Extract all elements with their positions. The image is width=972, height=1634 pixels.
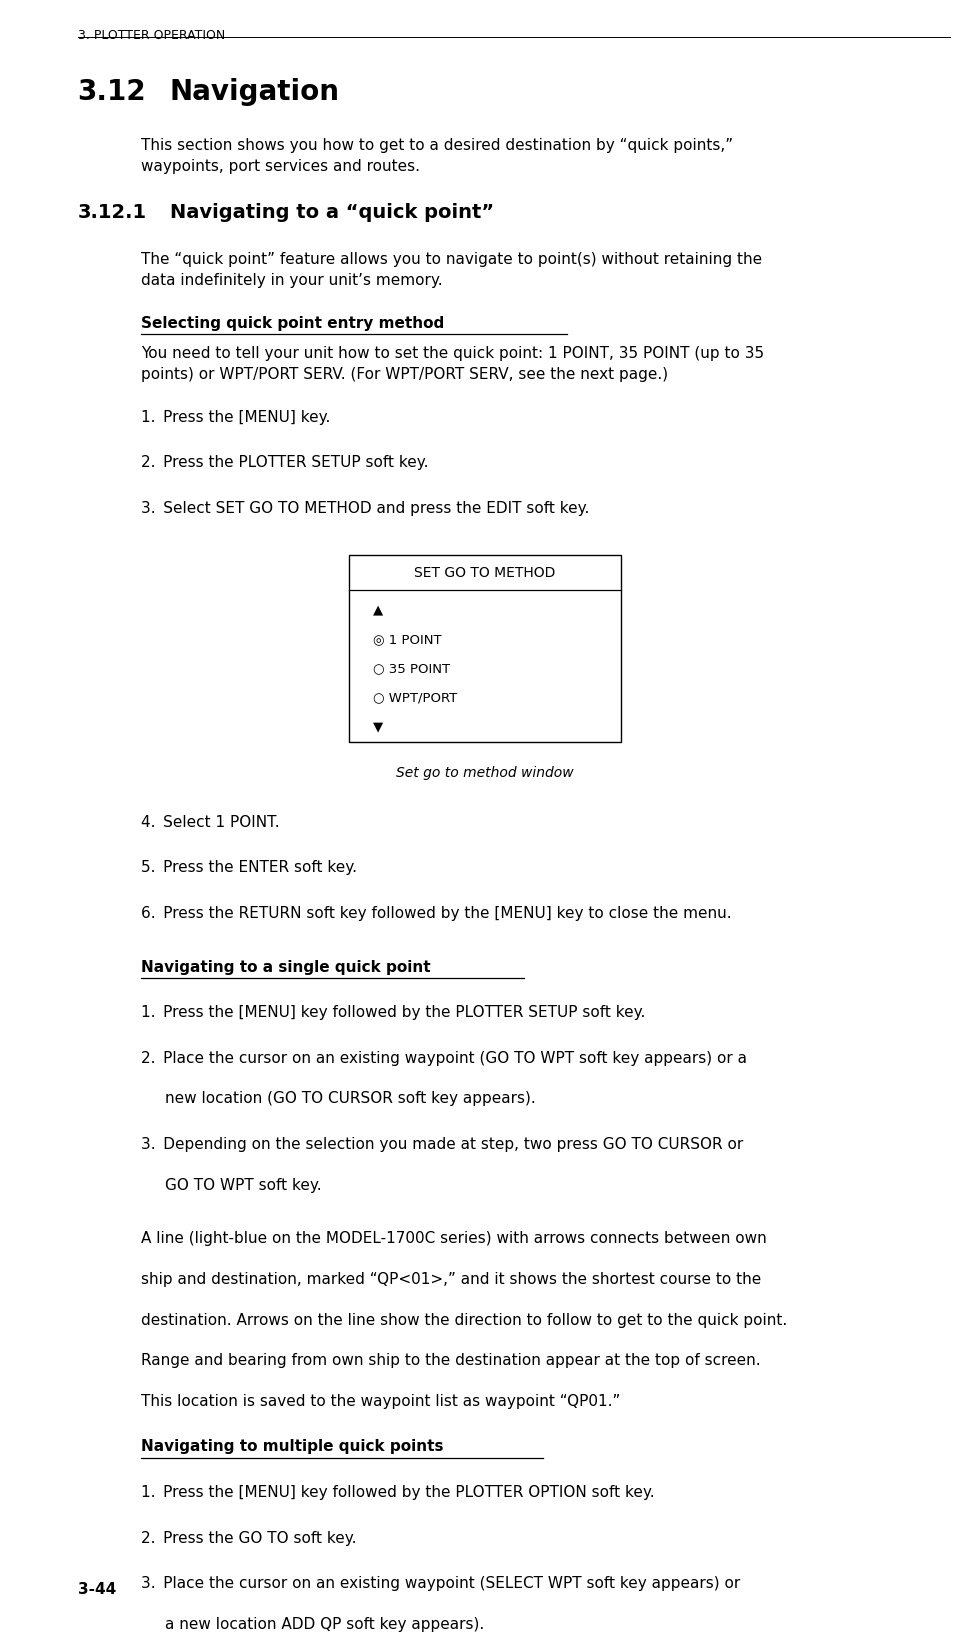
Text: 2. Press the PLOTTER SETUP soft key.: 2. Press the PLOTTER SETUP soft key.: [141, 456, 428, 471]
Text: 3. PLOTTER OPERATION: 3. PLOTTER OPERATION: [78, 29, 225, 42]
Text: SET GO TO METHOD: SET GO TO METHOD: [414, 565, 556, 580]
Text: 3.12: 3.12: [78, 78, 146, 106]
Text: ship and destination, marked “QP<01>,” and it shows the shortest course to the: ship and destination, marked “QP<01>,” a…: [141, 1271, 761, 1288]
Text: 5. Press the ENTER soft key.: 5. Press the ENTER soft key.: [141, 861, 357, 876]
Text: 4. Select 1 POINT.: 4. Select 1 POINT.: [141, 815, 279, 830]
Text: 2. Press the GO TO soft key.: 2. Press the GO TO soft key.: [141, 1531, 356, 1546]
Text: 3-44: 3-44: [78, 1582, 116, 1598]
Text: Set go to method window: Set go to method window: [397, 766, 573, 779]
Text: 6. Press the RETURN soft key followed by the [MENU] key to close the menu.: 6. Press the RETURN soft key followed by…: [141, 905, 731, 922]
Text: 3. Place the cursor on an existing waypoint (SELECT WPT soft key appears) or: 3. Place the cursor on an existing waypo…: [141, 1577, 740, 1592]
Text: A line (light-blue on the MODEL-1700C series) with arrows connects between own: A line (light-blue on the MODEL-1700C se…: [141, 1232, 766, 1247]
Text: ▲: ▲: [373, 603, 384, 616]
Text: 1. Press the [MENU] key.: 1. Press the [MENU] key.: [141, 410, 330, 425]
Text: 3. Select SET GO TO METHOD and press the EDIT soft key.: 3. Select SET GO TO METHOD and press the…: [141, 502, 589, 516]
Text: ◎ 1 POINT: ◎ 1 POINT: [373, 632, 442, 645]
FancyBboxPatch shape: [349, 554, 621, 742]
Text: GO TO WPT soft key.: GO TO WPT soft key.: [165, 1178, 322, 1193]
Text: ○ WPT/PORT: ○ WPT/PORT: [373, 691, 458, 704]
Text: The “quick point” feature allows you to navigate to point(s) without retaining t: The “quick point” feature allows you to …: [141, 252, 762, 288]
Text: destination. Arrows on the line show the direction to follow to get to the quick: destination. Arrows on the line show the…: [141, 1312, 787, 1328]
Text: 3. Depending on the selection you made at step, two press GO TO CURSOR or: 3. Depending on the selection you made a…: [141, 1137, 743, 1152]
Text: This location is saved to the waypoint list as waypoint “QP01.”: This location is saved to the waypoint l…: [141, 1394, 620, 1409]
Text: ▼: ▼: [373, 721, 384, 734]
Text: 2. Place the cursor on an existing waypoint (GO TO WPT soft key appears) or a: 2. Place the cursor on an existing waypo…: [141, 1051, 746, 1065]
Text: Navigation: Navigation: [170, 78, 340, 106]
Text: 3.12.1: 3.12.1: [78, 203, 147, 222]
Text: a new location ADD QP soft key appears).: a new location ADD QP soft key appears).: [165, 1616, 484, 1632]
Text: Navigating to a “quick point”: Navigating to a “quick point”: [170, 203, 494, 222]
Text: 1. Press the [MENU] key followed by the PLOTTER OPTION soft key.: 1. Press the [MENU] key followed by the …: [141, 1485, 654, 1500]
Text: Selecting quick point entry method: Selecting quick point entry method: [141, 315, 444, 330]
Text: ○ 35 POINT: ○ 35 POINT: [373, 662, 450, 675]
Text: Range and bearing from own ship to the destination appear at the top of screen.: Range and bearing from own ship to the d…: [141, 1353, 760, 1368]
Text: Navigating to a single quick point: Navigating to a single quick point: [141, 959, 431, 974]
Text: new location (GO TO CURSOR soft key appears).: new location (GO TO CURSOR soft key appe…: [165, 1092, 536, 1106]
Text: Navigating to multiple quick points: Navigating to multiple quick points: [141, 1440, 443, 1454]
Text: This section shows you how to get to a desired destination by “quick points,”
wa: This section shows you how to get to a d…: [141, 139, 733, 175]
Text: You need to tell your unit how to set the quick point: 1 POINT, 35 POINT (up to : You need to tell your unit how to set th…: [141, 346, 764, 382]
Text: 1. Press the [MENU] key followed by the PLOTTER SETUP soft key.: 1. Press the [MENU] key followed by the …: [141, 1005, 645, 1020]
